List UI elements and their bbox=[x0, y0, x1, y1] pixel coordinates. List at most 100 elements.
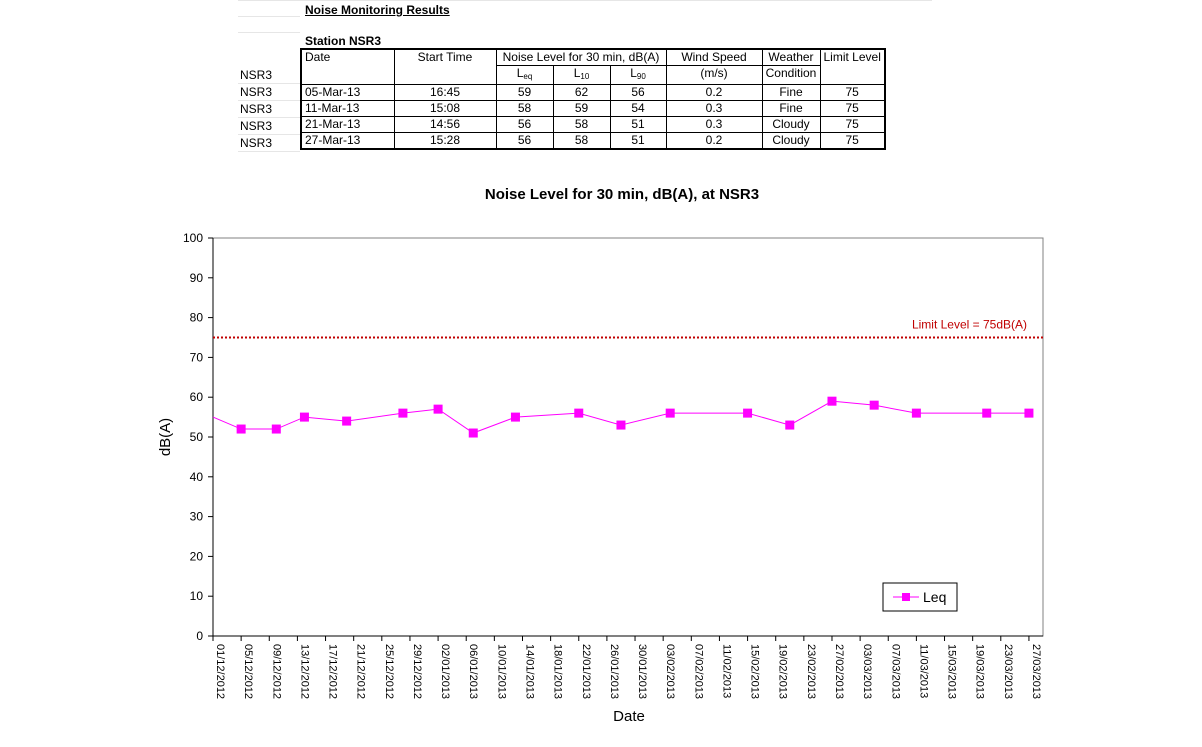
data-point bbox=[785, 420, 795, 430]
x-tick-label: 19/02/2013 bbox=[777, 644, 789, 699]
station-label: NSR3 bbox=[238, 118, 300, 135]
x-tick-label: 07/02/2013 bbox=[692, 644, 704, 699]
cell-limit: 75 bbox=[819, 100, 886, 117]
cell-weather: Fine bbox=[761, 84, 821, 101]
x-axis-label: Date bbox=[613, 708, 645, 725]
table-row: 05-Mar-13 16:45 59 62 56 0.2 Fine 75 bbox=[300, 84, 886, 101]
data-point bbox=[468, 428, 478, 438]
y-tick-label: 30 bbox=[190, 510, 204, 524]
station-label: NSR3 bbox=[238, 101, 300, 118]
x-tick-label: 13/12/2012 bbox=[298, 644, 310, 699]
cell-weather: Cloudy bbox=[761, 132, 821, 150]
y-tick-label: 20 bbox=[190, 549, 204, 563]
cell-date: 27-Mar-13 bbox=[300, 132, 395, 150]
y-tick-label: 100 bbox=[183, 231, 203, 245]
chart-title: Noise Level for 30 min, dB(A), at NSR3 bbox=[485, 186, 759, 203]
sheet-gridline bbox=[238, 0, 932, 1]
x-tick-label: 26/01/2013 bbox=[608, 644, 620, 699]
data-point bbox=[299, 412, 309, 422]
cell-limit: 75 bbox=[819, 132, 886, 150]
x-tick-label: 27/02/2013 bbox=[833, 644, 845, 699]
x-tick-label: 03/02/2013 bbox=[664, 644, 676, 699]
cell-date: 05-Mar-13 bbox=[300, 84, 395, 101]
x-tick-label: 29/12/2012 bbox=[411, 644, 423, 699]
x-tick-label: 23/02/2013 bbox=[805, 644, 817, 699]
data-point bbox=[342, 416, 352, 426]
x-tick-label: 15/02/2013 bbox=[749, 644, 761, 699]
x-tick-label: 14/01/2013 bbox=[523, 644, 535, 699]
table-row: 11-Mar-13 15:08 58 59 54 0.3 Fine 75 bbox=[300, 100, 886, 117]
data-point bbox=[827, 396, 837, 406]
sheet-title: Noise Monitoring Results bbox=[305, 3, 450, 17]
data-point bbox=[271, 424, 281, 434]
x-tick-label: 27/03/2013 bbox=[1030, 644, 1042, 699]
x-tick-label: 19/03/2013 bbox=[974, 644, 986, 699]
data-point bbox=[574, 408, 584, 418]
station-label: NSR3 bbox=[238, 84, 300, 101]
x-tick-label: 23/03/2013 bbox=[1002, 644, 1014, 699]
y-tick-label: 40 bbox=[190, 470, 204, 484]
cell-l10: 58 bbox=[552, 132, 611, 150]
y-tick-label: 60 bbox=[190, 390, 204, 404]
x-tick-label: 01/12/2012 bbox=[214, 644, 226, 699]
header-noise-level: Noise Level for 30 min, dB(A) bbox=[495, 48, 667, 66]
plot-area: 0 10 20 30 40 50 60 70 80 90 100 01/12/2012 05/12/20… bbox=[183, 231, 1044, 699]
cell-start: 15:28 bbox=[393, 132, 497, 150]
station-column: NSR3 NSR3 NSR3 NSR3 NSR3 bbox=[238, 67, 300, 152]
header-l90-sub: 90 bbox=[636, 72, 646, 81]
results-table: Date Start Time Noise Level for 30 min, … bbox=[300, 48, 886, 150]
header-l90-label: L bbox=[630, 66, 637, 80]
plot-frame bbox=[212, 237, 1044, 637]
data-point bbox=[510, 412, 520, 422]
y-tick-label: 90 bbox=[190, 271, 204, 285]
station-label: NSR3 bbox=[238, 67, 300, 84]
cell-wind: 0.2 bbox=[665, 132, 763, 150]
x-tick-label: 10/01/2013 bbox=[495, 644, 507, 699]
y-tick-label: 70 bbox=[190, 350, 204, 364]
x-tick-label: 02/01/2013 bbox=[439, 644, 451, 699]
cell-weather: Cloudy bbox=[761, 116, 821, 133]
data-point bbox=[236, 424, 246, 434]
legend-label: Leq bbox=[923, 589, 946, 605]
header-l10-sub: 10 bbox=[580, 72, 590, 81]
x-tick-label: 22/01/2013 bbox=[580, 644, 592, 699]
data-point bbox=[433, 404, 443, 414]
legend-swatch-marker bbox=[902, 593, 910, 601]
data-point bbox=[911, 408, 921, 418]
y-tick-label: 50 bbox=[190, 430, 204, 444]
data-point bbox=[743, 408, 753, 418]
sheet-gridline bbox=[238, 32, 300, 33]
cell-wind: 0.3 bbox=[665, 116, 763, 133]
y-tick-label: 10 bbox=[190, 589, 204, 603]
x-tick-label: 11/02/2013 bbox=[720, 644, 732, 698]
data-point bbox=[982, 408, 992, 418]
data-point bbox=[398, 408, 408, 418]
x-tick-label: 03/03/2013 bbox=[861, 644, 873, 699]
cell-leq: 58 bbox=[495, 100, 554, 117]
cell-l10: 58 bbox=[552, 116, 611, 133]
header-start-time: Start Time bbox=[393, 48, 497, 85]
cell-start: 16:45 bbox=[393, 84, 497, 101]
x-tick-label: 25/12/2012 bbox=[383, 644, 395, 699]
x-tick-label: 15/03/2013 bbox=[946, 644, 958, 699]
y-axis-label: dB(A) bbox=[157, 418, 174, 456]
data-point bbox=[1024, 408, 1034, 418]
x-tick-label: 18/01/2013 bbox=[552, 644, 564, 699]
x-tick-label: 09/12/2012 bbox=[270, 644, 282, 699]
data-point bbox=[665, 408, 675, 418]
cell-weather: Fine bbox=[761, 100, 821, 117]
header-leq-sub: eq bbox=[523, 72, 533, 81]
y-tick-label: 80 bbox=[190, 311, 204, 325]
cell-l90: 51 bbox=[609, 116, 667, 133]
cell-l90: 51 bbox=[609, 132, 667, 150]
station-label: NSR3 bbox=[238, 135, 300, 152]
station-heading: Station NSR3 bbox=[305, 34, 382, 48]
x-tick-label: 17/12/2012 bbox=[327, 644, 339, 699]
x-tick-label: 21/12/2012 bbox=[355, 644, 367, 699]
data-point bbox=[869, 400, 879, 410]
y-tick-label: 0 bbox=[196, 629, 203, 643]
data-point bbox=[616, 420, 626, 430]
header-leq-label: L bbox=[516, 66, 524, 80]
limit-line-label: Limit Level = 75dB(A) bbox=[912, 318, 1027, 332]
